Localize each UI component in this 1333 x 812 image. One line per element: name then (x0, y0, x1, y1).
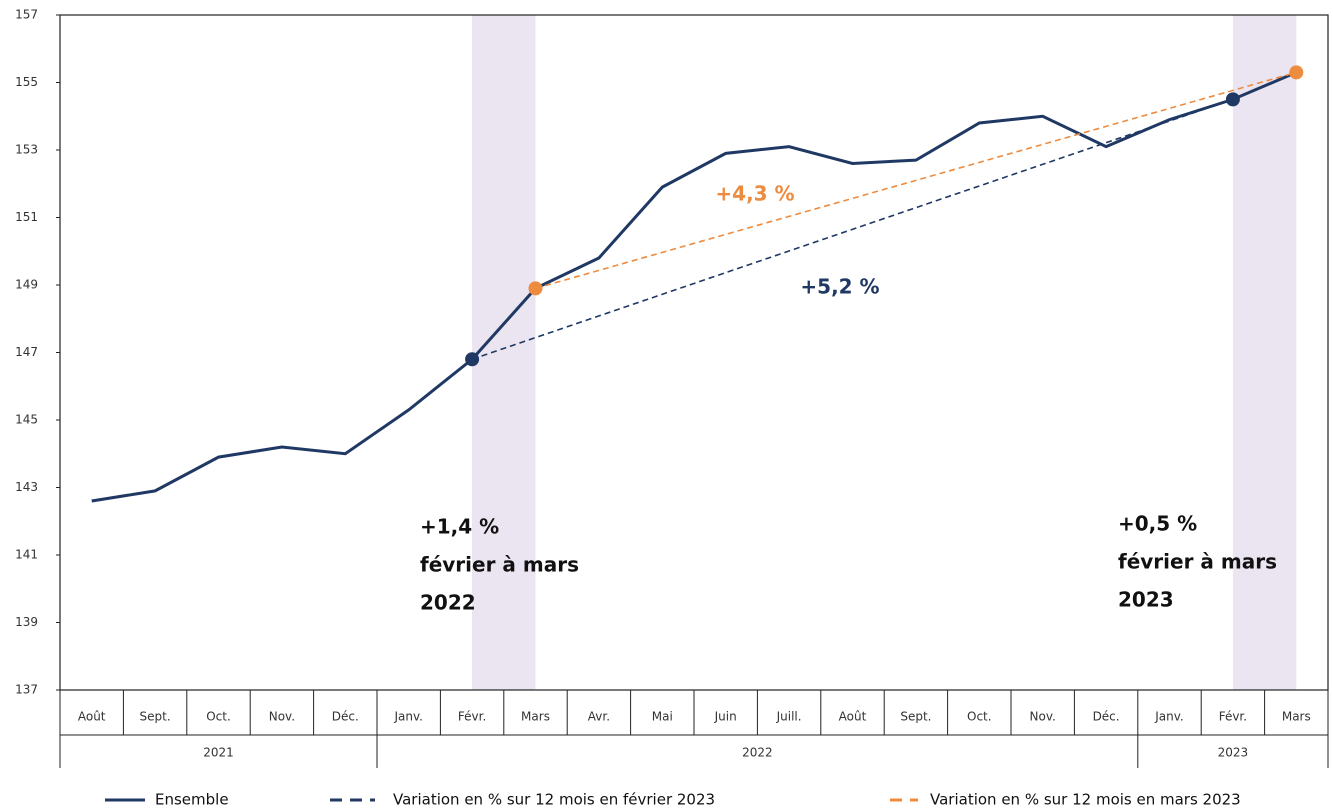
legend-label: Variation en % sur 12 mois en février 20… (393, 791, 715, 809)
annotation: +1,4 % (420, 515, 499, 539)
x-tick-label: Janv. (1154, 710, 1183, 724)
x-tick-label: Févr. (458, 710, 486, 724)
y-tick-label: 141 (15, 548, 38, 562)
year-label: 2021 (203, 746, 234, 760)
y-tick-label: 157 (15, 8, 38, 22)
x-tick-label: Sept. (140, 710, 171, 724)
year-label: 2023 (1218, 746, 1249, 760)
x-tick-label: Févr. (1219, 710, 1247, 724)
highlight-band (1232, 15, 1297, 690)
annotation: +0,5 % (1118, 512, 1197, 536)
y-tick-label: 147 (15, 345, 38, 359)
variation-line (471, 98, 1234, 361)
y-tick-label: 139 (15, 615, 38, 629)
legend-label: Ensemble (155, 791, 229, 809)
year-label: 2022 (742, 746, 773, 760)
highlight-band (472, 15, 536, 690)
variation-line (535, 71, 1297, 290)
y-tick-label: 149 (15, 278, 38, 292)
point-marker (528, 281, 543, 296)
x-tick-label: Avr. (588, 710, 610, 724)
x-tick-label: Nov. (1030, 710, 1056, 724)
y-tick-label: 155 (15, 75, 38, 89)
x-tick-label: Juill. (776, 710, 802, 724)
legend-label: Variation en % sur 12 mois en mars 2023 (930, 791, 1241, 809)
y-tick-label: 151 (15, 210, 38, 224)
annotation: février à mars (420, 553, 579, 577)
y-tick-label: 145 (15, 413, 38, 427)
x-tick-label: Nov. (269, 710, 295, 724)
x-tick-label: Sept. (900, 710, 931, 724)
x-tick-label: Août (839, 710, 867, 724)
annotation: 2023 (1118, 588, 1174, 612)
x-tick-label: Déc. (1093, 710, 1120, 724)
x-tick-label: Oct. (206, 710, 231, 724)
annotation: 2022 (420, 591, 476, 615)
y-tick-label: 143 (15, 480, 38, 494)
point-marker (1225, 92, 1240, 107)
annotation: février à mars (1118, 550, 1277, 574)
x-tick-label: Mars (521, 710, 550, 724)
y-tick-label: 153 (15, 143, 38, 157)
x-tick-label: Mai (652, 710, 673, 724)
x-tick-label: Janv. (393, 710, 422, 724)
annotation: +4,3 % (715, 182, 794, 206)
x-tick-label: Mars (1282, 710, 1311, 724)
x-tick-label: Juin (714, 710, 737, 724)
annotation: +5,2 % (800, 275, 879, 299)
y-tick-label: 137 (15, 683, 38, 697)
x-tick-label: Déc. (332, 710, 359, 724)
point-marker (1289, 65, 1304, 80)
x-tick-label: Oct. (967, 710, 992, 724)
series-line (91, 70, 1297, 503)
x-tick-label: Août (78, 710, 106, 724)
point-marker (465, 352, 480, 367)
